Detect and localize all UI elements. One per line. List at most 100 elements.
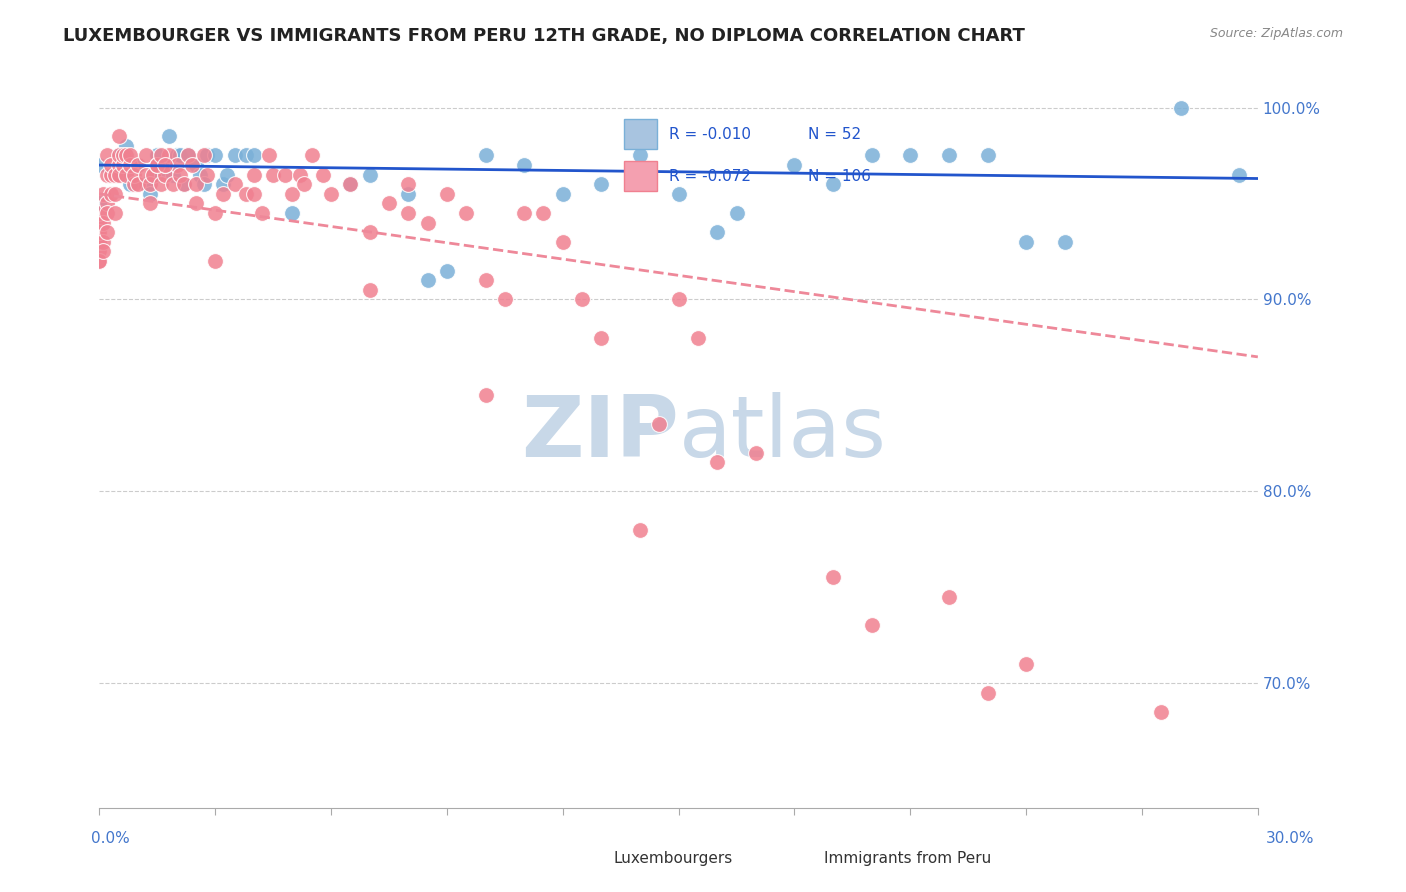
- Point: [188, 168, 211, 182]
- Point: [173, 178, 195, 192]
- Point: [162, 178, 184, 192]
- Point: [533, 206, 555, 220]
- Point: [146, 158, 169, 172]
- Point: [513, 206, 536, 220]
- Point: [224, 178, 246, 192]
- Point: [89, 254, 111, 268]
- Point: [281, 186, 304, 201]
- Point: [135, 178, 157, 192]
- Point: [725, 206, 748, 220]
- Point: [107, 168, 129, 182]
- Point: [166, 148, 188, 162]
- Point: [551, 235, 574, 249]
- Point: [89, 196, 111, 211]
- Point: [104, 168, 127, 182]
- Point: [89, 216, 111, 230]
- Text: Luxembourgers: Luxembourgers: [613, 851, 733, 865]
- Point: [359, 168, 381, 182]
- Point: [89, 254, 111, 268]
- Point: [115, 139, 138, 153]
- Point: [169, 168, 191, 182]
- Point: [96, 225, 118, 239]
- FancyBboxPatch shape: [624, 120, 657, 149]
- Point: [153, 158, 176, 172]
- Point: [494, 293, 516, 307]
- Point: [157, 129, 180, 144]
- Point: [416, 216, 439, 230]
- Point: [292, 178, 315, 192]
- Point: [938, 148, 960, 162]
- Point: [513, 158, 536, 172]
- Point: [312, 168, 335, 182]
- Point: [396, 186, 419, 201]
- Point: [96, 148, 118, 162]
- Point: [138, 196, 160, 211]
- Point: [181, 158, 204, 172]
- Point: [91, 186, 114, 201]
- Point: [204, 254, 226, 268]
- Point: [456, 206, 478, 220]
- Point: [591, 331, 613, 345]
- Point: [860, 148, 883, 162]
- Point: [976, 685, 998, 699]
- Point: [339, 178, 361, 192]
- Point: [142, 168, 165, 182]
- Point: [436, 186, 458, 201]
- Point: [107, 148, 129, 162]
- Text: N = 106: N = 106: [808, 169, 870, 184]
- Point: [177, 148, 200, 162]
- Point: [153, 158, 176, 172]
- Point: [166, 158, 188, 172]
- Point: [262, 168, 284, 182]
- Point: [89, 206, 111, 220]
- Point: [301, 148, 323, 162]
- Point: [100, 158, 122, 172]
- Point: [243, 186, 266, 201]
- Point: [107, 168, 129, 182]
- Point: [551, 186, 574, 201]
- Point: [107, 158, 129, 172]
- Point: [224, 148, 246, 162]
- Point: [706, 455, 728, 469]
- Point: [319, 186, 342, 201]
- Point: [177, 148, 200, 162]
- Point: [474, 148, 496, 162]
- Point: [1015, 235, 1038, 249]
- Point: [91, 235, 114, 249]
- Point: [96, 168, 118, 182]
- Point: [591, 178, 613, 192]
- Point: [193, 148, 215, 162]
- Point: [146, 148, 169, 162]
- Point: [107, 148, 129, 162]
- Text: R = -0.010: R = -0.010: [669, 127, 751, 142]
- FancyBboxPatch shape: [624, 161, 657, 191]
- Point: [259, 148, 281, 162]
- Point: [173, 178, 195, 192]
- Point: [860, 618, 883, 632]
- Point: [235, 186, 257, 201]
- Point: [339, 178, 361, 192]
- Point: [745, 446, 768, 460]
- Point: [107, 129, 129, 144]
- Text: LUXEMBOURGER VS IMMIGRANTS FROM PERU 12TH GRADE, NO DIPLOMA CORRELATION CHART: LUXEMBOURGER VS IMMIGRANTS FROM PERU 12T…: [63, 27, 1025, 45]
- Point: [146, 168, 169, 182]
- Point: [120, 178, 142, 192]
- Point: [898, 148, 921, 162]
- Point: [571, 293, 593, 307]
- Point: [104, 206, 127, 220]
- Point: [96, 206, 118, 220]
- Point: [686, 331, 709, 345]
- Point: [648, 417, 671, 431]
- Text: 0.0%: 0.0%: [91, 831, 131, 846]
- Point: [436, 263, 458, 277]
- Point: [823, 570, 845, 584]
- Point: [111, 158, 134, 172]
- Point: [184, 158, 207, 172]
- Point: [184, 178, 207, 192]
- Point: [135, 148, 157, 162]
- Point: [122, 168, 145, 182]
- Point: [89, 244, 111, 259]
- Point: [153, 158, 176, 172]
- Point: [212, 186, 235, 201]
- Point: [1053, 235, 1076, 249]
